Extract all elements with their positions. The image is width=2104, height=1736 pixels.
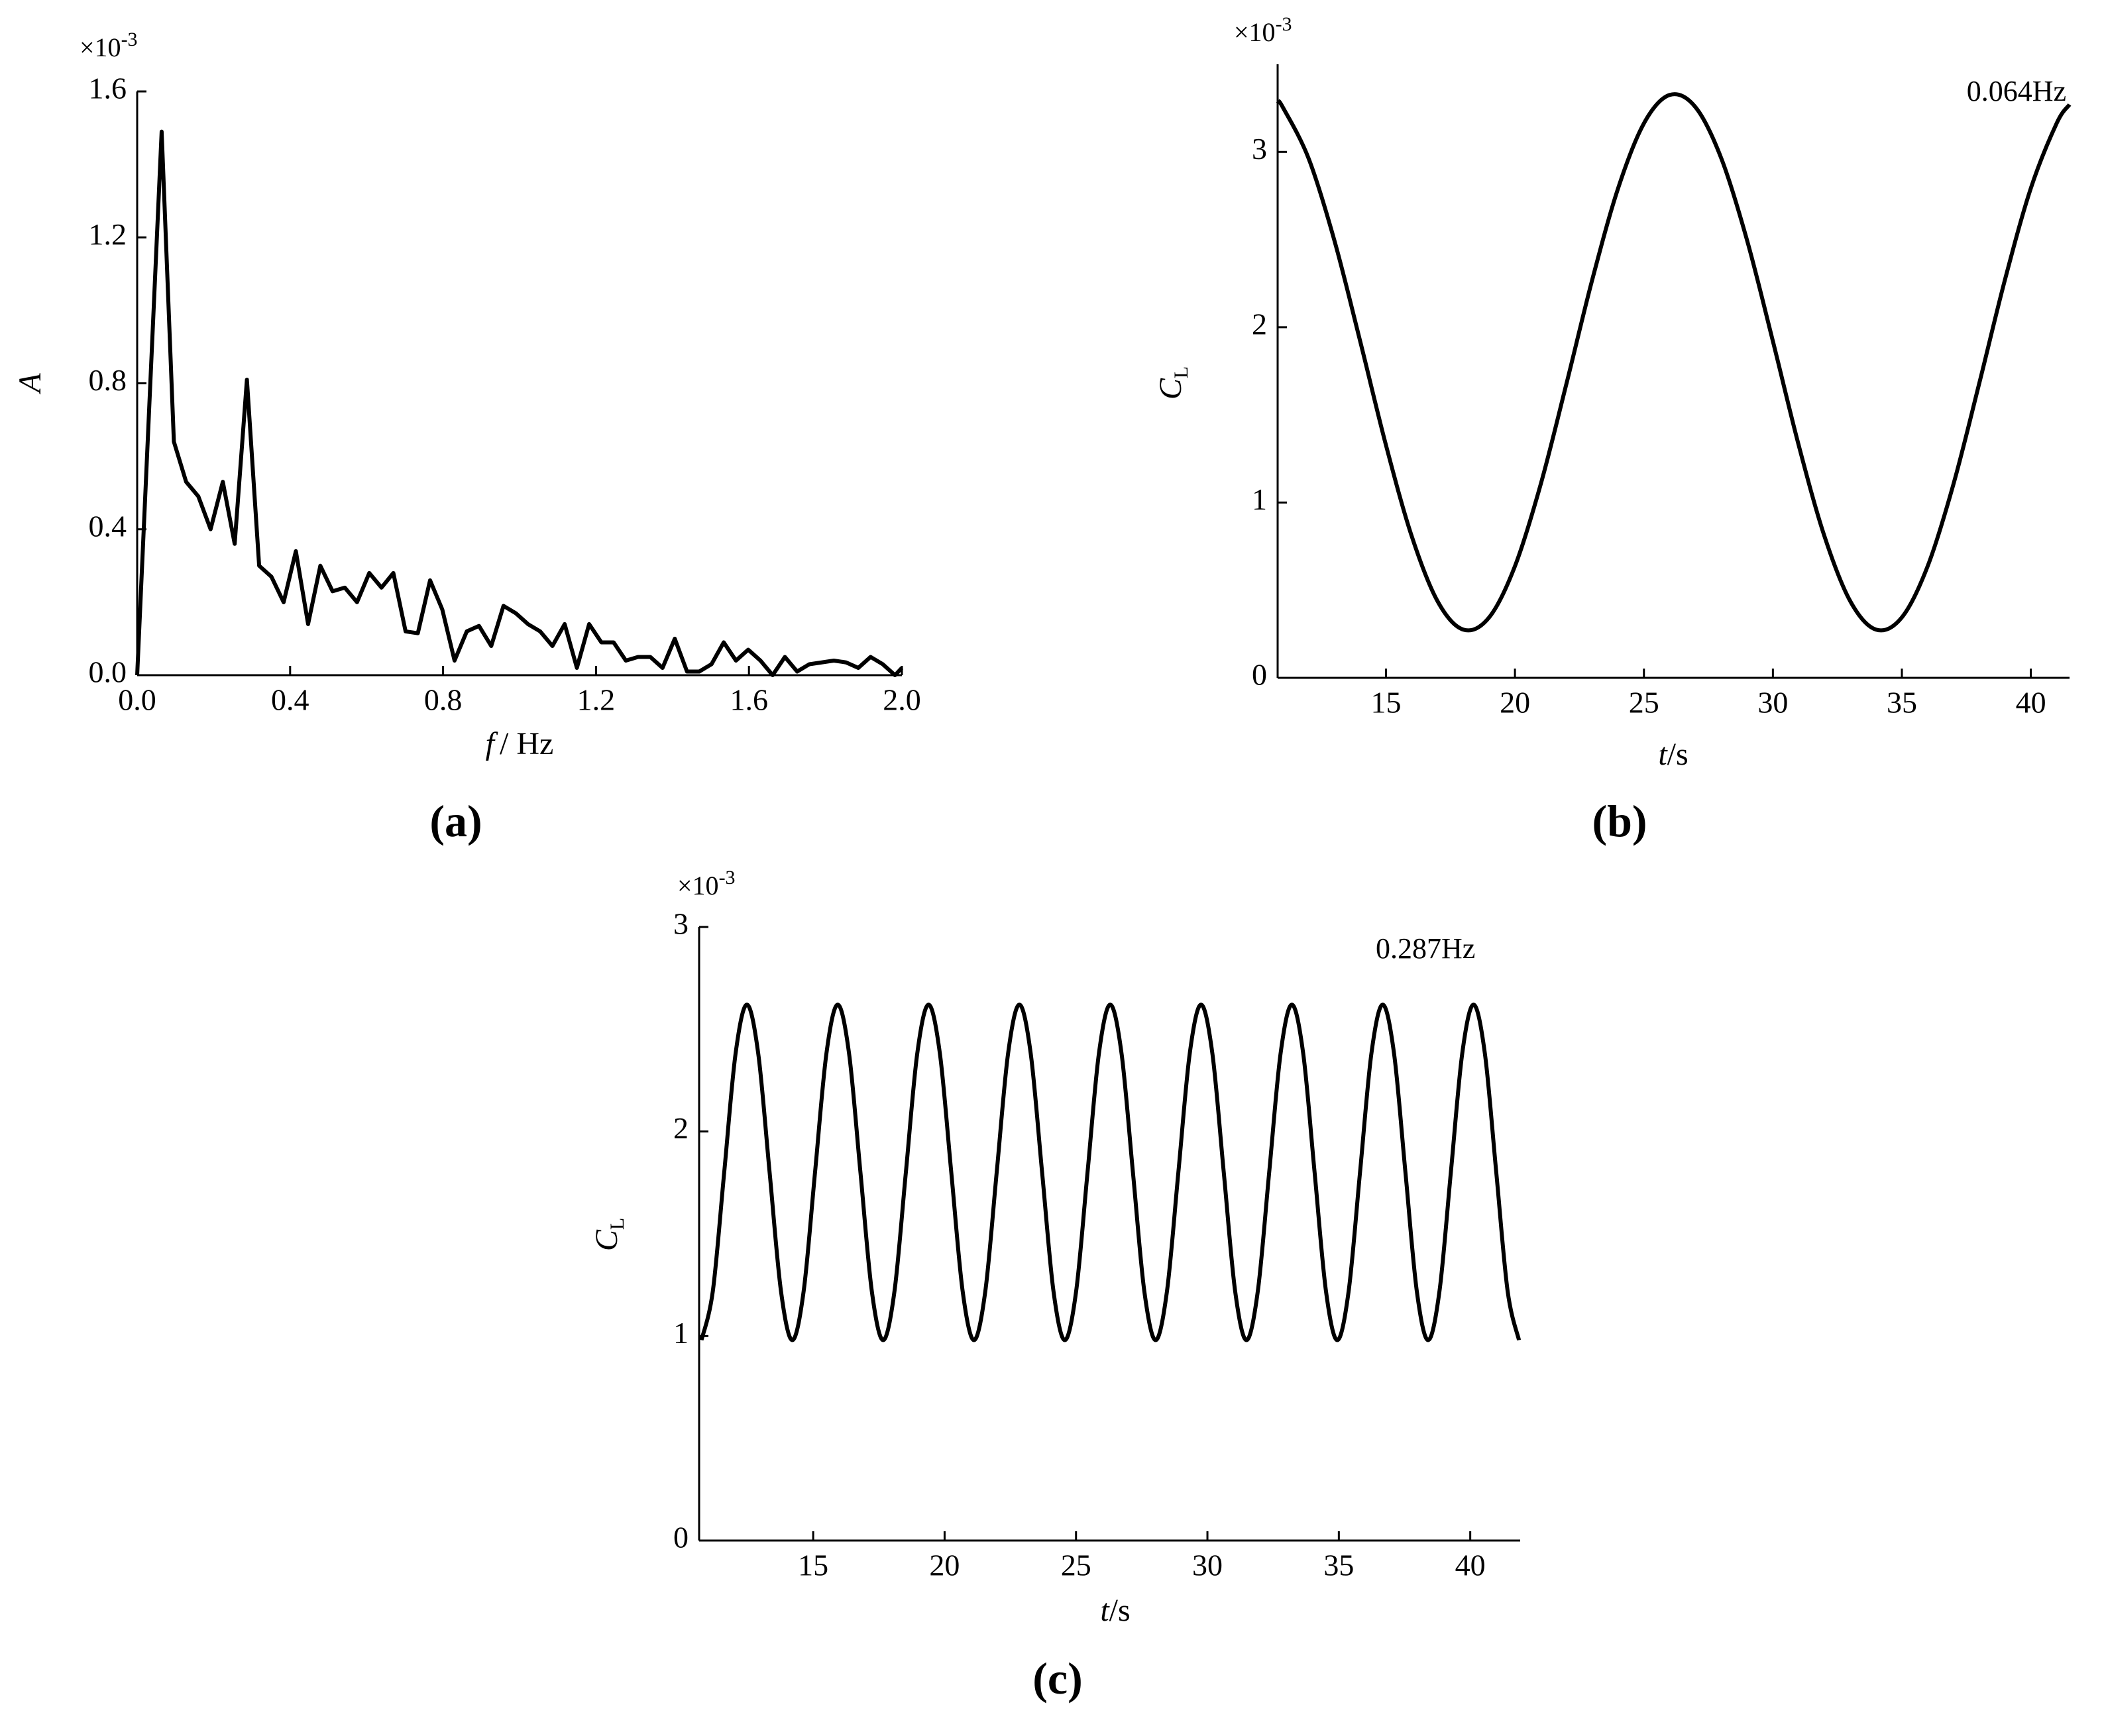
y-label-subscript: L [1170,366,1192,378]
panel-label: (b) [1592,796,1647,846]
y-axis-label: CL [589,1218,628,1251]
x-tick-label: 0.8 [424,683,463,717]
multiplier-base: ×10 [677,871,719,900]
panel: 0.0 0.4 0.8 1.2 1.6 2.00.00.40.81.21.6×10-3f /… [13,28,921,846]
data-line [1276,92,2072,633]
x-tick-label: 30 [1192,1548,1223,1582]
y-tick-label: 0.8 [89,363,127,397]
y-label-symbol: C [1153,378,1188,400]
y-tick-label: 0 [1252,658,1267,692]
frequency-annotation: 0.287Hz [1376,932,1475,965]
multiplier-base: ×10 [1234,17,1276,47]
x-tick-label: 40 [1455,1548,1486,1582]
x-tick-label: 1.2 [577,683,616,717]
x-axis-label: t/s [1658,737,1688,772]
y-label-symbol: C [589,1229,624,1251]
y-label-subscript: L [606,1218,628,1230]
data-line [135,129,904,677]
panel: 15 20 25 30 35 40 0 1 2 3 ×10-3 t/s CL 0.287Hz (c) [589,867,1522,1704]
y-multiplier: ×10-3 [80,28,138,62]
y-tick-label: 2 [673,1111,689,1145]
multiplier-base: ×10 [80,32,121,62]
x-label-unit: /s [1109,1593,1131,1628]
x-tick-label: 15 [798,1548,828,1582]
y-axis-label: A [13,373,48,395]
x-tick-label: 20 [1500,686,1530,720]
y-tick-label: 0.0 [89,655,127,689]
panel: 15 20 25 30 35 40 0 1 2 3 ×10-3 t/s CL 0.064Hz (b) [1153,13,2072,846]
x-tick-label: 0.4 [271,683,309,717]
multiplier-exponent: -3 [719,867,736,889]
x-tick-label: 2.0 [883,683,921,717]
frequency-annotation: 0.064Hz [1967,75,2066,107]
panel-label: (a) [429,796,482,846]
x-axis-label: t/s [1100,1593,1130,1628]
y-tick-label: 0 [673,1521,689,1554]
x-tick-label: 25 [1629,686,1659,720]
y-axis-label: CL [1153,366,1192,400]
x-tick-label: 1.6 [730,683,768,717]
x-tick-label: 25 [1061,1548,1091,1582]
y-tick-label: 1 [673,1316,689,1350]
data-line [699,1003,1522,1342]
y-tick-label: 2 [1252,307,1267,341]
y-multiplier: ×10-3 [1234,13,1292,47]
x-label-unit: /s [1667,737,1689,772]
y-label-symbol: A [13,373,48,395]
y-multiplier: ×10-3 [677,867,736,900]
x-tick-label: 0.0 [118,683,156,717]
x-tick-label: 35 [1323,1548,1354,1582]
x-label-unit: / Hz [500,726,553,761]
x-tick-label: 15 [1370,686,1401,720]
y-tick-label: 0.4 [89,509,127,543]
x-tick-label: 35 [1887,686,1917,720]
x-tick-label: 40 [2016,686,2046,720]
y-tick-label: 1 [1252,482,1267,516]
x-tick-label: 30 [1757,686,1788,720]
multiplier-exponent: -3 [1276,13,1292,35]
x-label-symbol: t [1658,737,1668,772]
x-tick-label: 20 [929,1548,960,1582]
y-tick-label: 3 [673,907,689,941]
y-tick-label: 3 [1252,132,1267,166]
y-tick-label: 1.2 [89,217,127,251]
y-tick-label: 1.6 [89,72,127,105]
multiplier-exponent: -3 [121,28,138,50]
x-label-symbol: t [1100,1593,1110,1628]
panel-label: (c) [1032,1653,1082,1704]
